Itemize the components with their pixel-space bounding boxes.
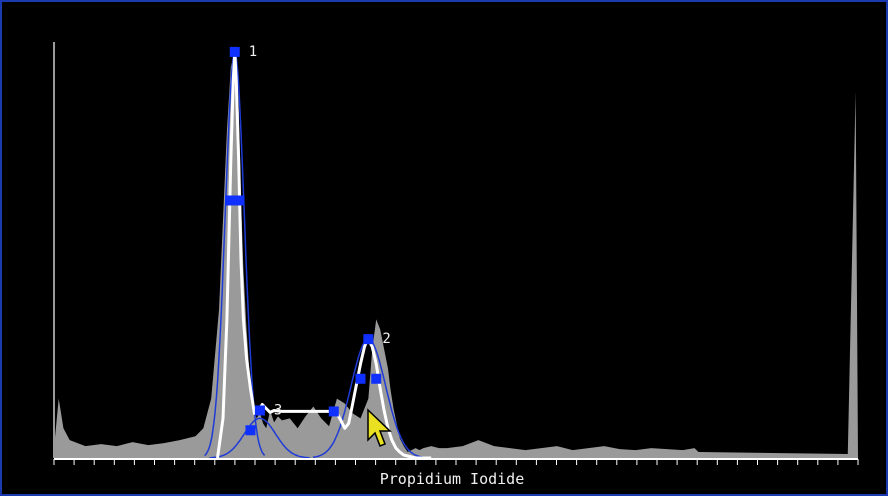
histogram-area xyxy=(53,42,858,459)
peak-labels: 1 2 3 xyxy=(249,44,391,419)
peak-handles[interactable] xyxy=(225,46,382,436)
peak-handle[interactable] xyxy=(254,405,265,416)
component-curve-3 xyxy=(209,417,310,459)
peak-handle[interactable] xyxy=(328,406,339,417)
peak-handle[interactable] xyxy=(371,373,382,384)
peak-handle[interactable] xyxy=(225,195,236,206)
peak-handle[interactable] xyxy=(234,195,245,206)
x-axis-title: Propidium Iodide xyxy=(380,470,525,488)
peak-handle[interactable] xyxy=(245,425,256,436)
x-axis xyxy=(53,458,859,465)
peak-handle[interactable] xyxy=(355,373,366,384)
peak-label-1: 1 xyxy=(249,44,257,60)
peak-handle[interactable] xyxy=(229,46,240,57)
peak-handle[interactable] xyxy=(363,334,374,345)
peak-label-2: 2 xyxy=(382,331,390,347)
histogram-fill xyxy=(54,51,858,459)
mouse-cursor-icon xyxy=(367,408,392,447)
peak-label-3: 3 xyxy=(274,402,282,418)
